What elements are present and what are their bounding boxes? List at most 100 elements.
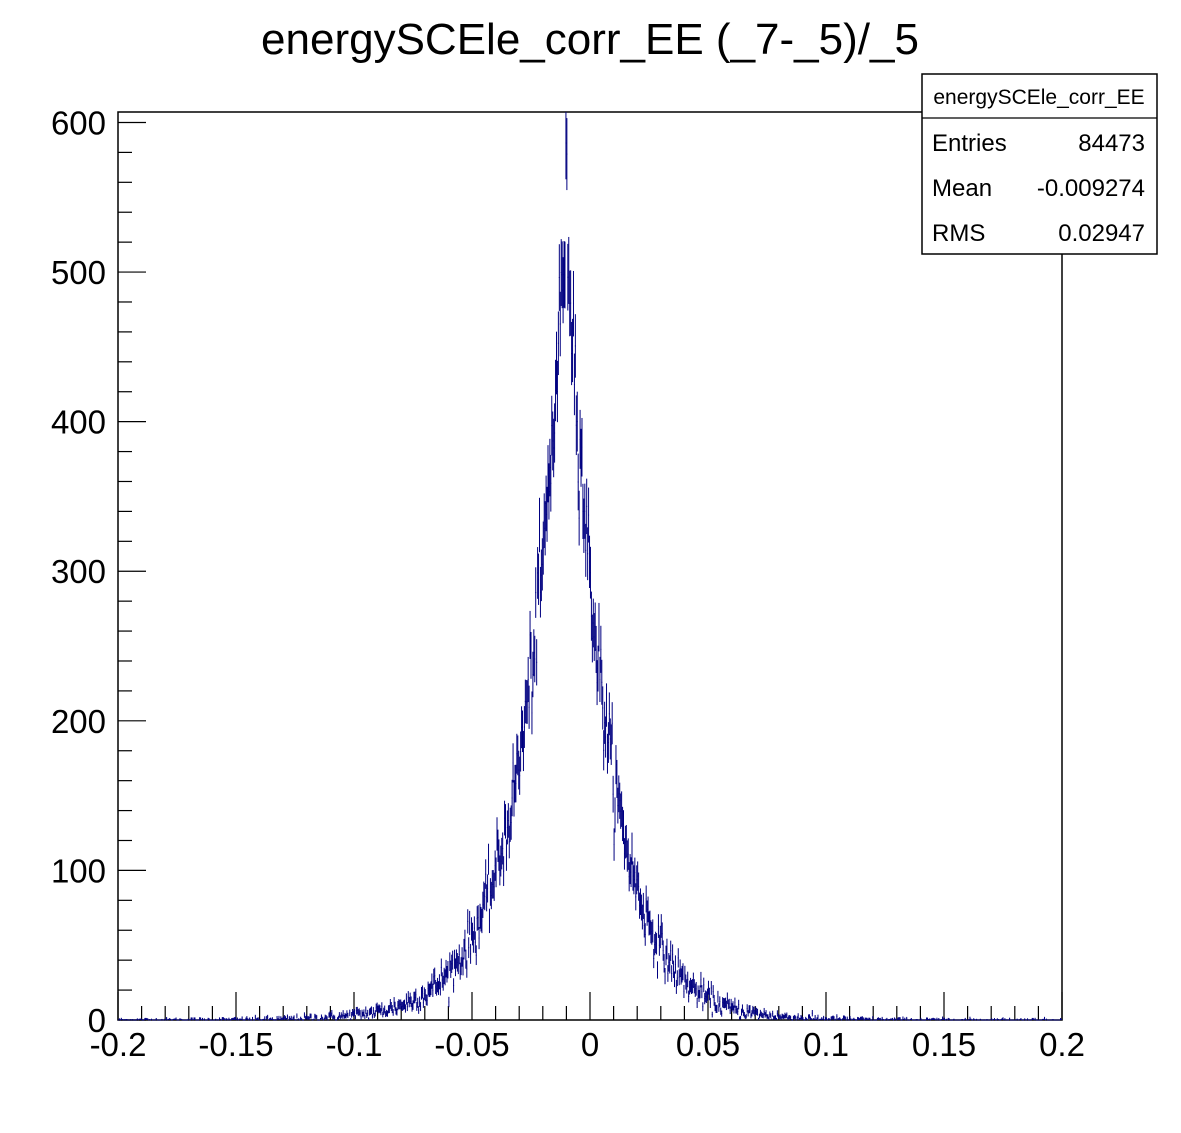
histogram-bin (666, 938, 668, 960)
histogram-bin (615, 745, 617, 785)
histogram-bin (850, 1018, 852, 1020)
histogram-bin (278, 1015, 280, 1020)
histogram-bin (557, 311, 559, 376)
histogram-bin (238, 1018, 240, 1020)
histogram-bin (866, 1017, 868, 1020)
x-tick-label: -0.05 (434, 1026, 509, 1063)
histogram-bin (174, 1018, 176, 1020)
histogram-bin (525, 680, 527, 724)
histogram-bin (175, 1017, 177, 1020)
histogram-bin (254, 1014, 256, 1020)
histogram-bin (565, 112, 567, 180)
histogram-bin (572, 318, 574, 383)
histogram-bin (766, 1014, 768, 1019)
x-tick-label: -0.15 (198, 1026, 273, 1063)
histogram-bin (551, 395, 553, 456)
histogram-bin (902, 1016, 904, 1020)
histogram-bin (527, 656, 529, 703)
histogram-bin (830, 1016, 832, 1020)
histogram-bin (936, 1017, 938, 1020)
histogram-bin (511, 779, 513, 817)
histogram-bin (532, 651, 534, 698)
histogram-bin (519, 756, 521, 795)
histogram-bin (414, 991, 416, 1004)
histogram-bin (730, 998, 732, 1009)
histogram-bin (314, 1013, 316, 1019)
histogram-bin (465, 949, 467, 969)
x-tick-label: -0.1 (326, 1026, 383, 1063)
histogram-bin (138, 1018, 140, 1021)
histogram-bin (219, 1018, 221, 1021)
histogram-bin (968, 1019, 970, 1021)
histogram-bin (644, 923, 646, 946)
histogram-bin (181, 1019, 183, 1021)
histogram-bin (846, 1016, 848, 1020)
histogram-bin (358, 1008, 360, 1016)
histogram-bin (805, 1016, 807, 1020)
histogram-bin (307, 1016, 309, 1020)
histogram-bin (208, 1018, 210, 1020)
histogram-bin (724, 998, 726, 1009)
histogram-bin (319, 1017, 321, 1020)
histogram-bin (516, 733, 518, 774)
histogram-bin (566, 118, 568, 191)
histogram-bin (328, 1012, 330, 1018)
histogram-bin (429, 983, 431, 997)
histogram-bin (413, 991, 415, 1004)
histogram-bin (288, 1016, 290, 1020)
histogram-bin (546, 486, 548, 542)
histogram-bin (528, 685, 530, 729)
histogram-bin (876, 1017, 878, 1020)
histogram-bin (731, 1003, 733, 1012)
histogram-bin (169, 1018, 171, 1021)
histogram-bin (596, 660, 598, 706)
histogram-bin (1027, 1018, 1029, 1020)
histogram-bin (765, 1010, 767, 1017)
y-tick-label: 500 (51, 254, 106, 291)
histogram-bin (814, 1015, 816, 1020)
histogram-bin (623, 810, 625, 845)
histogram-bin (373, 1012, 375, 1019)
histogram-bin (624, 825, 626, 859)
histogram-bin (770, 1013, 772, 1019)
histogram-bin (349, 1009, 351, 1017)
histogram-bin (1061, 1018, 1063, 1021)
histogram-bin (568, 236, 570, 304)
histogram-bin (628, 862, 630, 892)
histogram-bin (847, 1019, 849, 1021)
histogram-bin (470, 943, 472, 964)
histogram-bin (735, 1005, 737, 1014)
histogram-bin (498, 839, 500, 871)
histogram-bin (691, 979, 693, 994)
histogram-bin (611, 702, 613, 745)
histogram-bin (371, 1013, 373, 1019)
histogram-bin (595, 625, 597, 674)
histogram-bin (745, 1013, 747, 1019)
histogram-bin (365, 1006, 367, 1015)
histogram-bin (754, 1009, 756, 1017)
histogram-bin (263, 1018, 265, 1021)
histogram-bin (437, 981, 439, 995)
histogram-bin (294, 1019, 296, 1021)
histogram-bin (854, 1018, 856, 1021)
histogram-bin (555, 359, 557, 422)
histogram-bin (751, 1010, 753, 1017)
histogram-bin (582, 483, 584, 539)
histogram-bin (499, 855, 501, 886)
histogram-bin (217, 1019, 219, 1021)
histogram-bin (394, 1001, 396, 1011)
histogram-bin (862, 1017, 864, 1020)
histogram-bin (225, 1018, 227, 1020)
histogram-bin (643, 913, 645, 938)
histogram-bin (775, 1017, 777, 1020)
histogram-bin (297, 1018, 299, 1021)
histogram-bin (1043, 1018, 1045, 1021)
histogram-bin (979, 1018, 981, 1021)
histogram-bin (619, 782, 621, 819)
histogram-bin (1019, 1018, 1021, 1021)
histogram-bin (144, 1017, 146, 1020)
histogram-bin (931, 1018, 933, 1020)
histogram-bin (329, 1011, 331, 1018)
histogram-bin (431, 973, 433, 989)
histogram-bin (640, 894, 642, 921)
